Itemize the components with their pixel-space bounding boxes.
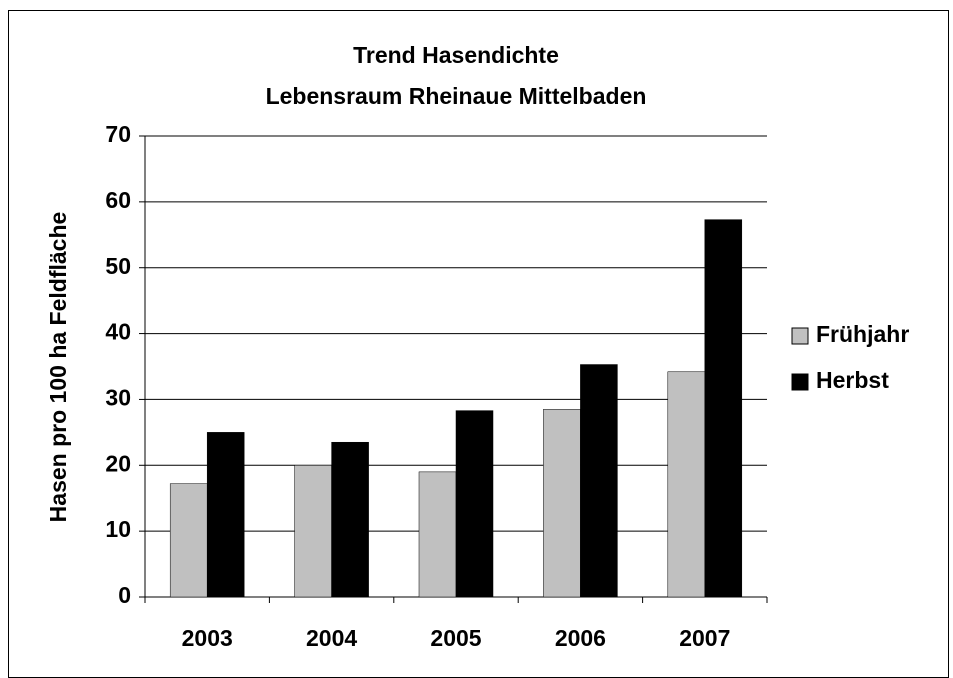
y-tick-label: 0 (118, 582, 131, 608)
bar (455, 410, 494, 598)
bar (331, 441, 369, 598)
y-tick-label: 50 (105, 253, 131, 279)
x-tick-label: 2003 (182, 625, 233, 651)
y-tick-label: 10 (105, 516, 131, 542)
x-tick-label: 2004 (306, 625, 357, 651)
bar (418, 471, 457, 598)
bar (294, 465, 332, 598)
legend-swatch (791, 373, 809, 391)
y-tick-label: 40 (105, 319, 131, 345)
bar (169, 483, 208, 598)
y-tick-label: 30 (105, 385, 131, 411)
legend-label: Frühjahr (816, 321, 909, 347)
y-tick-label: 20 (105, 450, 131, 476)
chart-title: Trend Hasendichte (353, 42, 559, 68)
y-axis-label: Hasen pro 100 ha Feldfläche (45, 212, 71, 523)
bar (667, 371, 706, 598)
bar (704, 219, 743, 598)
x-tick-label: 2007 (679, 625, 730, 651)
chart-title: Lebensraum Rheinaue Mittelbaden (266, 83, 647, 109)
bar (206, 432, 245, 598)
x-tick-label: 2005 (430, 625, 481, 651)
bar (543, 409, 581, 598)
y-tick-label: 60 (105, 187, 131, 213)
legend-label: Herbst (816, 367, 889, 393)
y-tick-label: 70 (105, 121, 131, 147)
x-tick-label: 2006 (555, 625, 606, 651)
bar (580, 364, 618, 598)
legend-swatch (791, 327, 809, 345)
